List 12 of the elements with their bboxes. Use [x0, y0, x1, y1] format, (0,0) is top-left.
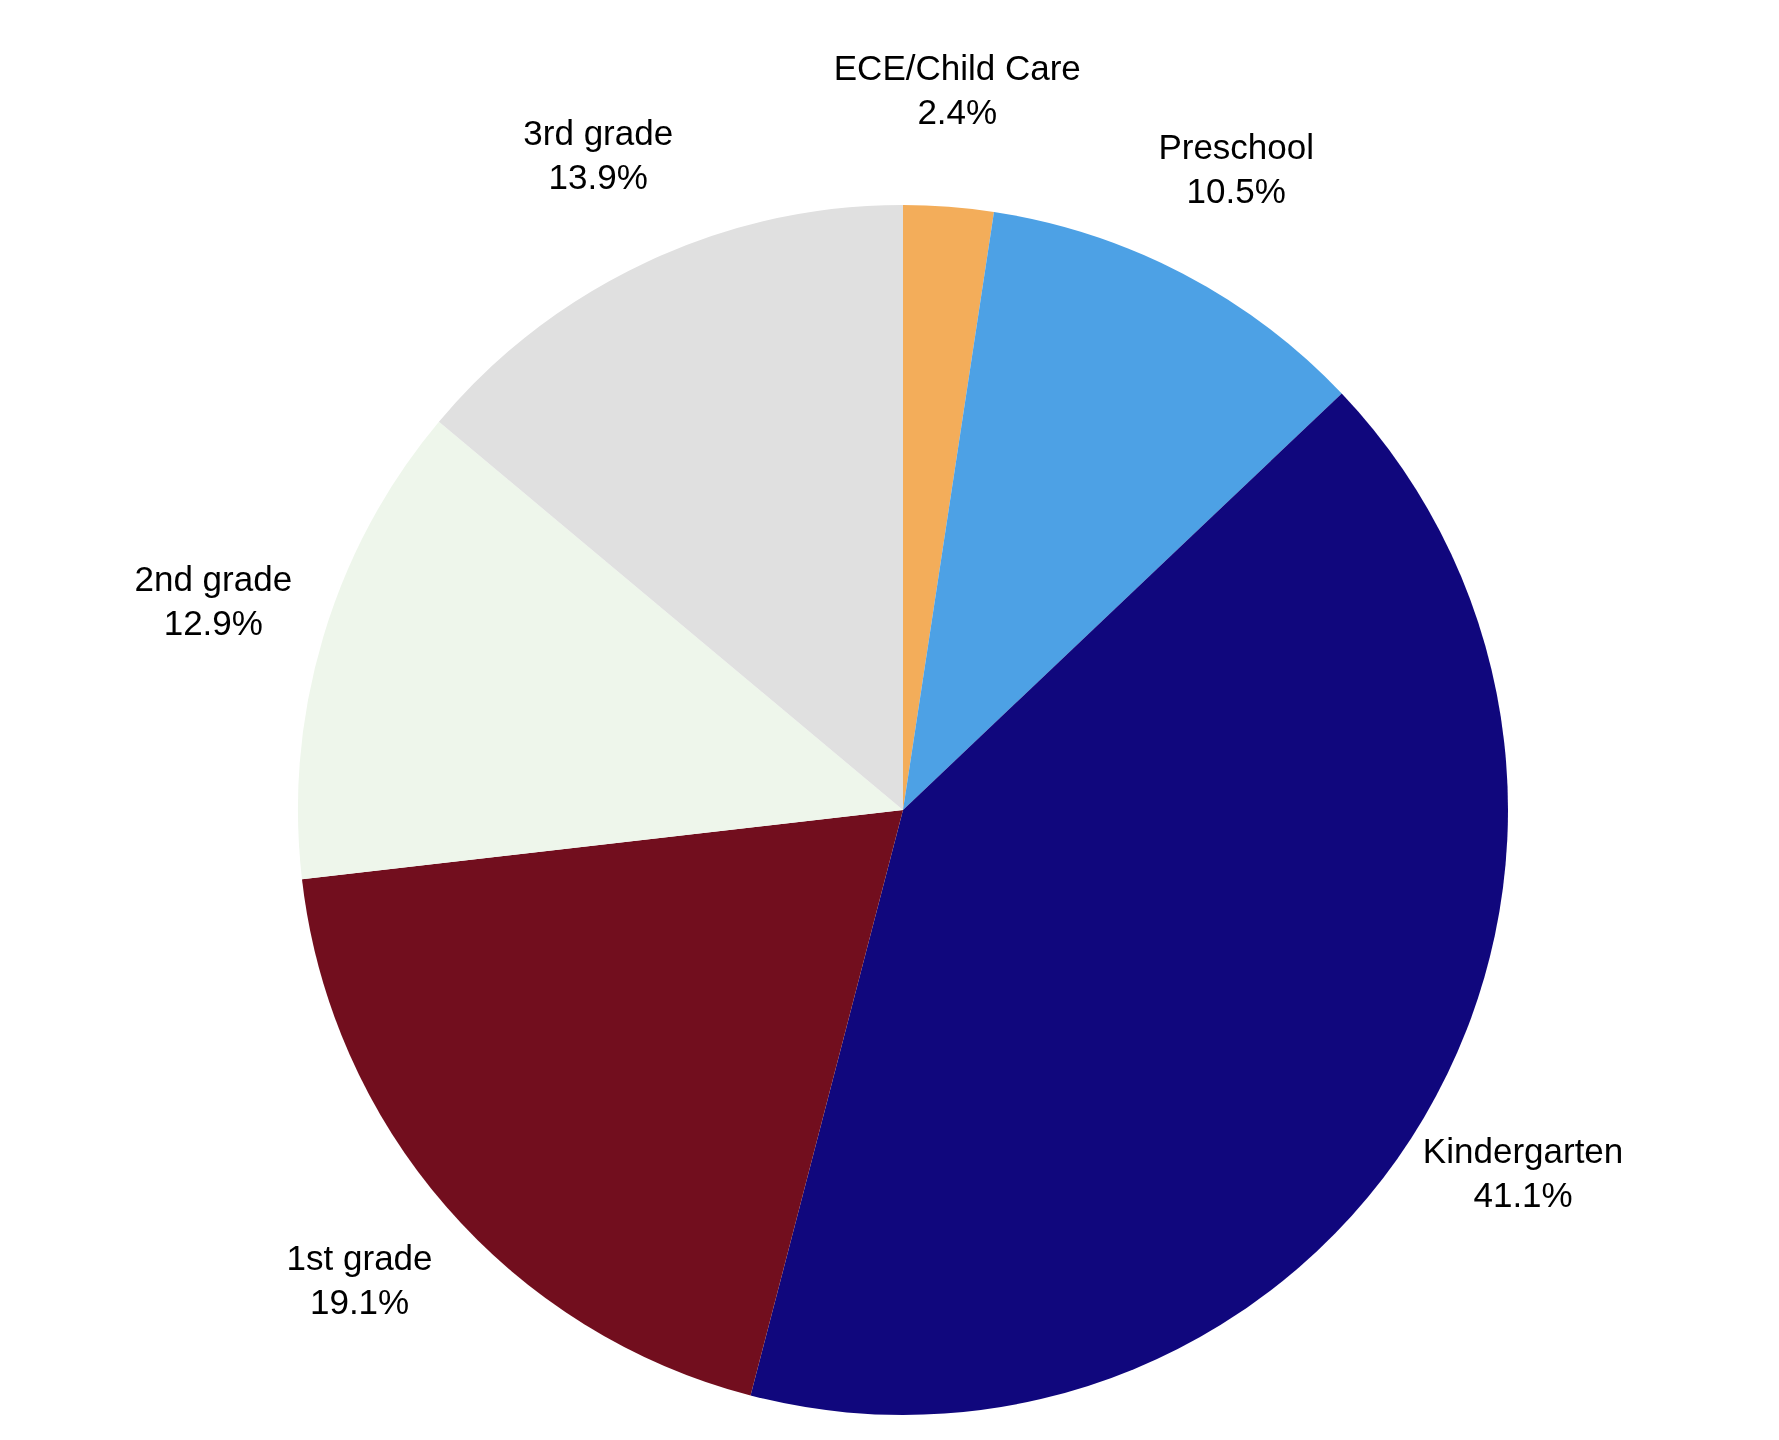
data-label: 10.5%	[1186, 171, 1286, 211]
slice-label: Preschool	[1158, 127, 1315, 167]
data-label: 19.1%	[309, 1281, 410, 1321]
data-label: 2.4%	[917, 91, 998, 131]
data-label: 41.1%	[1473, 1175, 1573, 1215]
slice-label: ECE/Child Care	[833, 47, 1081, 87]
slice-label: 3rd grade	[523, 113, 674, 153]
slice-label: 1st grade	[286, 1237, 433, 1277]
data-label: 12.9%	[163, 603, 263, 643]
slice-label: 2nd grade	[134, 559, 293, 599]
slice-label: Kindergarten	[1422, 1131, 1624, 1171]
data-label: 13.9%	[548, 157, 648, 197]
